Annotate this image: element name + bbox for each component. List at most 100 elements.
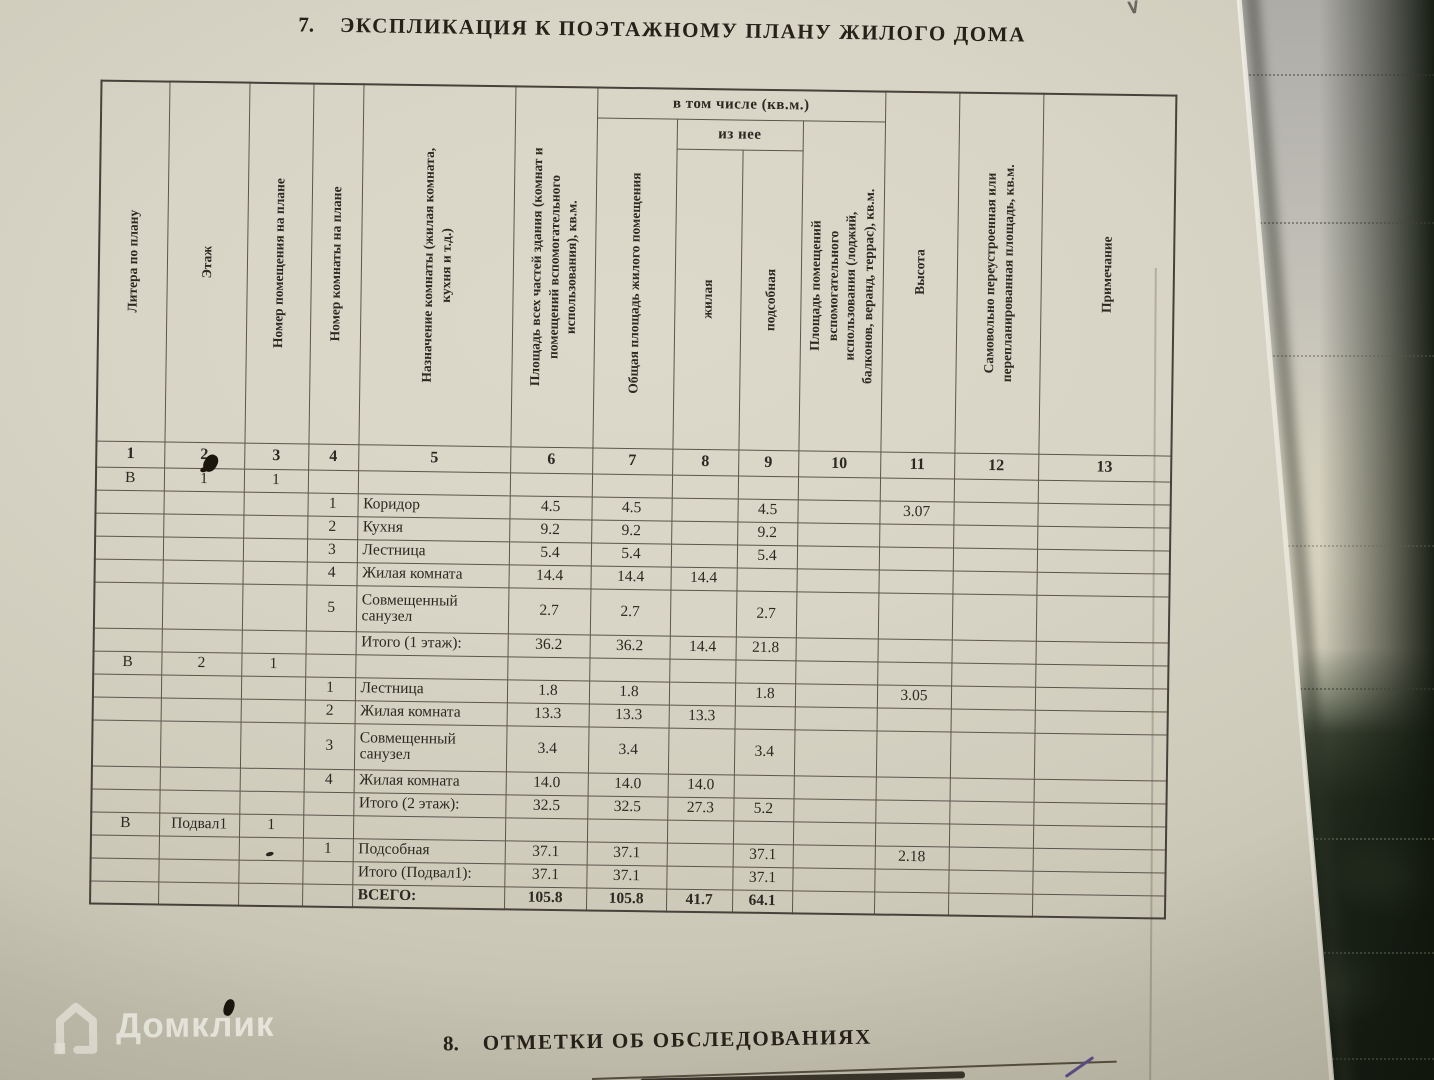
row-2-col-1 [95,512,164,537]
row-10-col-10 [793,729,877,777]
row-0-col-6 [509,472,593,497]
row-5-col-3 [241,583,307,631]
row-7-col-8 [669,658,736,683]
row-13-col-7 [586,818,668,843]
row-11-col-1 [91,765,160,790]
row-14-col-10 [792,844,875,869]
domclick-watermark: Домклик [48,995,275,1057]
row-8-col-6: 1.8 [506,679,590,704]
row-3-col-5: Лестница [356,539,510,565]
row-4-col-3 [242,560,307,585]
row-10-col-3 [239,721,305,769]
row-2-col-3 [243,514,308,539]
row-13-col-6 [504,817,588,842]
row-15-col-11 [874,868,949,893]
fabric-stitch-line [1249,952,1434,954]
row-13-col-1: В [90,811,160,836]
fabric-stitch-line [1229,222,1434,224]
row-2-col-13 [1037,525,1171,551]
row-7-col-5 [355,654,508,680]
row-9-col-12 [950,708,1035,733]
row-14-col-12 [948,846,1033,871]
section-7-title: ЭКСПЛИКАЦИЯ К ПОЭТАЖНОМУ ПЛАНУ ЖИЛОГО ДО… [339,12,1027,47]
row-3-col-10 [796,545,880,570]
row-16-col-13 [1031,893,1166,919]
row-8-col-10 [794,683,878,708]
row-15-col-7: 37.1 [586,864,667,889]
row-15-col-4 [302,860,353,885]
row-16-col-1 [90,880,159,905]
row-6-col-4 [305,630,356,655]
row-9-col-9 [734,705,795,730]
row-5-col-5: Совмещенный санузел [355,585,509,634]
row-15-col-5: Итого (Подвал1): [352,861,505,887]
row-14-col-11: 2.18 [874,845,949,870]
row-0-col-5 [357,470,511,496]
row-13-col-5 [352,815,506,841]
row-6-col-7: 36.2 [589,634,670,659]
row-11-col-4: 4 [303,768,354,793]
column-header-ploshchad-vspomogatelnogo: Площадь помещений вспомогательного испол… [798,120,886,452]
row-14-col-7: 37.1 [586,841,667,866]
row-10-col-12 [949,731,1035,779]
row-3-col-7: 5.4 [590,542,672,567]
row-16-col-10 [791,890,875,915]
row-16-col-9: 64.1 [731,889,793,914]
row-14-col-9: 37.1 [732,843,793,868]
row-3-col-6: 5.4 [508,541,592,566]
column-header-zhilaya: жилая [672,148,743,450]
row-6-col-13 [1035,640,1169,666]
row-16-col-12 [947,892,1033,917]
row-3-col-11 [878,546,954,571]
row-15-col-2 [158,858,239,883]
row-12-col-8: 27.3 [667,796,734,821]
row-12-col-2 [159,789,240,814]
row-12-col-10 [793,798,876,823]
column-header-nomer-komnaty: Номер комнаты на плане [308,83,364,445]
row-4-col-9 [736,567,797,592]
row-16-col-4 [302,883,353,908]
row-14-col-8 [666,842,733,867]
row-6-col-12 [951,639,1036,664]
row-11-col-11 [875,776,950,801]
row-12-col-9: 5.2 [733,797,794,822]
row-16-col-6: 105.8 [503,886,587,911]
row-11-col-9 [733,774,794,799]
row-1-col-9: 4.5 [737,498,798,523]
row-7-col-1: В [93,650,162,675]
row-8-col-1 [92,673,162,698]
row-9-col-10 [794,706,877,731]
row-1-col-11: 3.07 [879,500,954,525]
row-14-col-4: 1 [302,837,353,862]
row-13-col-13 [1032,824,1167,850]
row-14-col-13 [1032,847,1166,873]
row-5-col-1 [93,581,163,629]
row-11-col-13 [1033,778,1167,804]
row-9-col-3 [240,698,305,723]
row-13-col-10 [792,821,876,846]
row-13-col-9 [732,820,794,845]
row-13-col-12 [948,823,1034,848]
row-10-col-7: 3.4 [587,726,669,774]
row-1-col-2 [163,490,244,515]
row-11-col-10 [793,775,876,800]
row-15-col-9: 37.1 [732,866,793,891]
row-5-col-9: 2.7 [735,590,797,638]
row-13-col-11 [874,822,950,847]
column-header-ploshchad-vsekh: Площадь всех частей здания (комнат и пом… [510,86,598,448]
row-10-col-11 [875,730,951,778]
column-header-etazh: Этаж [164,81,250,443]
row-16-col-8: 41.7 [665,888,733,913]
row-16-col-7: 105.8 [585,887,667,912]
row-11-col-8: 14.0 [667,773,734,798]
row-0-col-8 [671,474,739,499]
row-14-col-1 [90,834,159,859]
row-2-col-4: 2 [307,515,358,540]
row-8-col-3 [240,675,306,700]
pen-check-mark: ∨ [1124,0,1143,20]
row-15-col-1 [90,857,159,882]
row-2-col-7: 9.2 [591,519,672,544]
row-12-col-13 [1033,801,1167,827]
row-9-col-13 [1034,709,1168,735]
row-15-col-3 [238,859,303,884]
